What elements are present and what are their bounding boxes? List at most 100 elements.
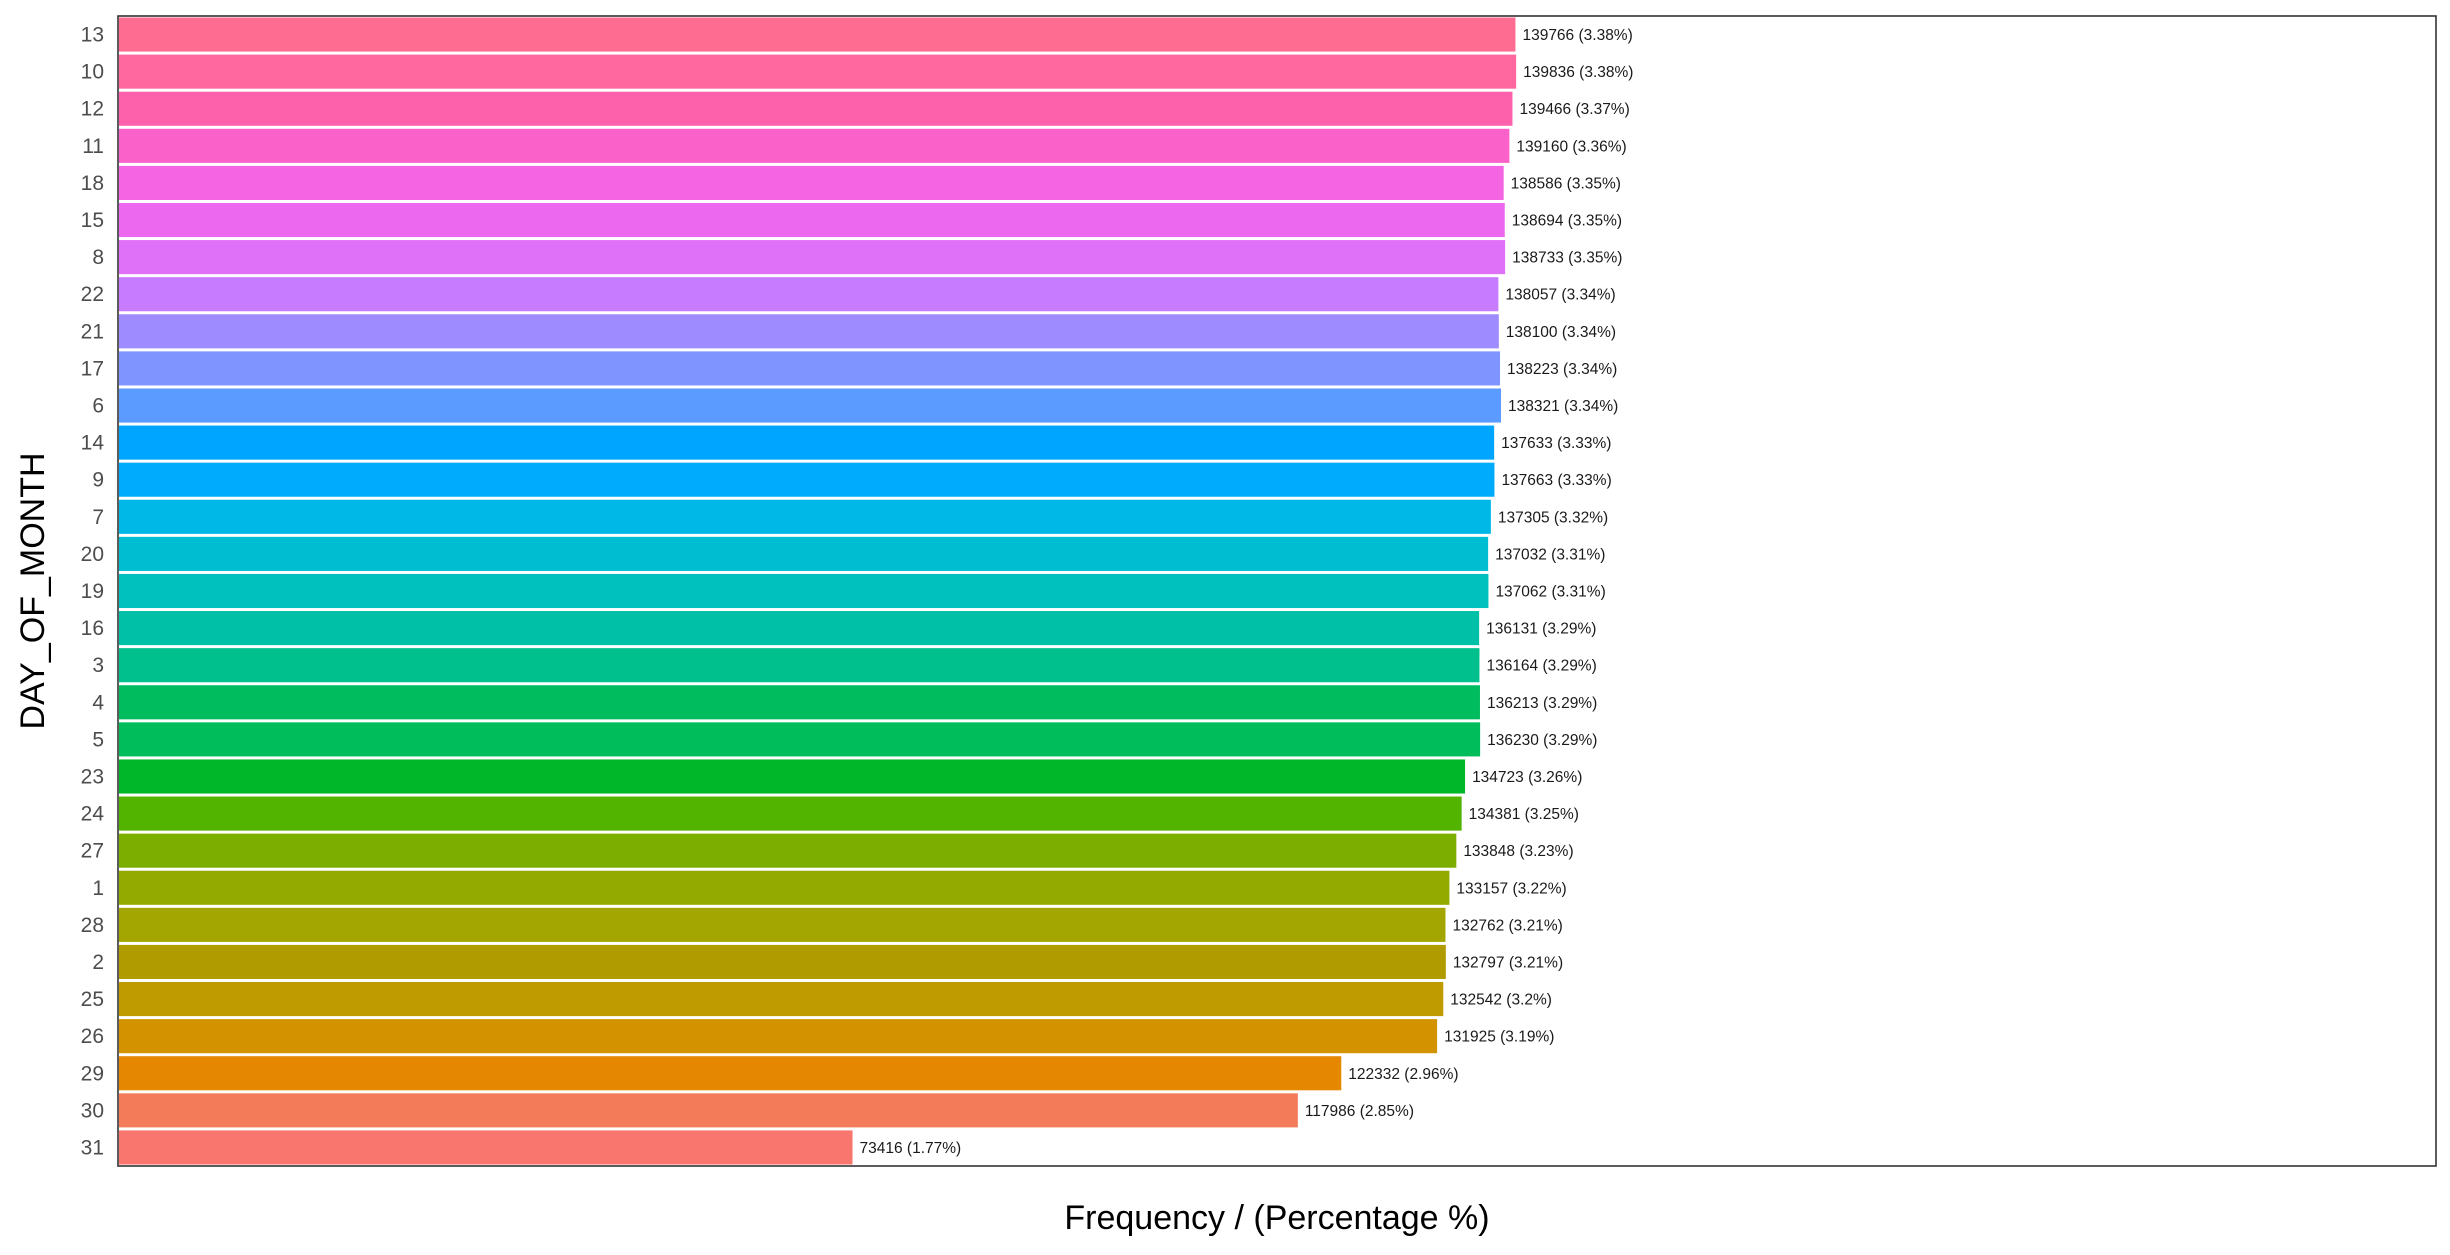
y-tick-label: 4: [92, 691, 104, 714]
y-tick-label: 1: [92, 877, 104, 900]
bar-day-20: [119, 536, 1489, 571]
y-axis-title: DAY_OF_MONTH: [14, 452, 52, 729]
data-label: 136164 (3.29%): [1486, 658, 1596, 675]
y-tick-label: 24: [81, 803, 105, 826]
bar-day-21: [119, 314, 1499, 349]
bar-day-2: [119, 944, 1446, 980]
y-tick-label: 31: [81, 1136, 104, 1159]
bar-day-8: [119, 240, 1506, 275]
bar-day-14: [119, 425, 1495, 460]
data-label: 138733 (3.35%): [1512, 250, 1622, 267]
data-labels: 139766 (3.38%) 139836 (3.38%) 139466 (3.37…: [860, 27, 1634, 1157]
y-tick-label: 5: [92, 728, 104, 751]
data-label: 138100 (3.34%): [1506, 324, 1616, 341]
bar-day-28: [119, 907, 1446, 942]
y-tick-label: 15: [81, 209, 104, 232]
data-label: 138586 (3.35%): [1511, 175, 1621, 192]
bar-day-3: [119, 648, 1480, 683]
data-label: 138057 (3.34%): [1505, 287, 1615, 304]
bar-day-12: [119, 91, 1513, 126]
data-label: 134723 (3.26%): [1472, 769, 1582, 786]
y-tick-label: 12: [81, 98, 104, 121]
bar-day-13: [119, 17, 1516, 52]
bar-day-9: [119, 462, 1495, 497]
bar-day-31: [119, 1130, 853, 1165]
data-label: 139160 (3.36%): [1516, 138, 1626, 155]
y-tick-label: 17: [81, 357, 104, 380]
y-tick-label: 16: [81, 617, 104, 640]
bar-day-4: [119, 685, 1480, 720]
y-tick-labels: 1310121118158222117614972019163452324271…: [81, 24, 105, 1160]
data-label: 134381 (3.25%): [1469, 806, 1579, 823]
y-tick-label: 25: [81, 988, 104, 1011]
data-label: 139766 (3.38%): [1522, 27, 1632, 44]
bar-day-16: [119, 611, 1480, 646]
data-label: 138694 (3.35%): [1512, 213, 1622, 230]
data-label: 137062 (3.31%): [1495, 584, 1605, 601]
data-label: 138223 (3.34%): [1507, 361, 1617, 378]
bar-day-24: [119, 796, 1462, 831]
data-label: 132797 (3.21%): [1453, 954, 1563, 971]
y-tick-label: 8: [92, 246, 104, 269]
data-label: 131925 (3.19%): [1444, 1029, 1554, 1046]
data-label: 137633 (3.33%): [1501, 435, 1611, 452]
y-tick-label: 22: [81, 283, 104, 306]
y-tick-label: 9: [92, 469, 104, 492]
y-tick-label: 30: [81, 1099, 104, 1122]
bar-day-30: [119, 1093, 1298, 1128]
data-label: 136230 (3.29%): [1487, 732, 1597, 749]
bar-day-6: [119, 388, 1502, 423]
data-label: 139836 (3.38%): [1523, 64, 1633, 81]
y-tick-label: 28: [81, 914, 104, 937]
data-label: 133157 (3.22%): [1456, 880, 1566, 897]
bar-day-19: [119, 573, 1489, 609]
bar-day-22: [119, 277, 1499, 312]
bar-day-15: [119, 202, 1505, 238]
bar-day-5: [119, 722, 1481, 757]
y-tick-label: 26: [81, 1025, 104, 1048]
y-tick-label: 29: [81, 1062, 104, 1085]
bar-day-11: [119, 128, 1510, 163]
y-tick-label: 20: [81, 543, 104, 566]
y-tick-label: 14: [81, 432, 105, 455]
bar-day-1: [119, 870, 1450, 905]
y-tick-label: 10: [81, 61, 104, 84]
y-tick-label: 27: [81, 840, 104, 863]
data-label: 132542 (3.2%): [1450, 992, 1552, 1009]
y-tick-label: 21: [81, 320, 104, 343]
plot-border: [117, 15, 2437, 1167]
bar-day-26: [119, 1019, 1438, 1054]
data-label: 73416 (1.77%): [860, 1140, 962, 1157]
data-label: 136131 (3.29%): [1486, 621, 1596, 638]
bar-day-27: [119, 833, 1457, 868]
y-tick-label: 2: [92, 951, 104, 974]
x-axis-title: Frequency / (Percentage %): [1064, 1199, 1489, 1237]
data-label: 133848 (3.23%): [1463, 843, 1573, 860]
bar-day-17: [119, 351, 1501, 386]
bars-layer: [119, 17, 1517, 1165]
y-tick-label: 13: [81, 24, 104, 47]
data-label: 117986 (2.85%): [1305, 1103, 1414, 1120]
bar-day-25: [119, 982, 1444, 1017]
y-tick-label: 7: [92, 506, 104, 529]
data-label: 137663 (3.33%): [1501, 472, 1611, 489]
data-label: 137305 (3.32%): [1498, 509, 1608, 526]
y-tick-label: 18: [81, 172, 104, 195]
bar-day-29: [119, 1056, 1342, 1091]
bar-day-7: [119, 499, 1491, 534]
data-label: 136213 (3.29%): [1487, 695, 1597, 712]
y-tick-label: 3: [92, 654, 104, 677]
data-label: 137032 (3.31%): [1495, 546, 1605, 563]
bar-day-10: [119, 54, 1517, 89]
bar-day-23: [119, 759, 1466, 794]
data-label: 132762 (3.21%): [1452, 917, 1562, 934]
y-tick-label: 19: [81, 580, 104, 603]
y-tick-label: 23: [81, 765, 104, 788]
data-label: 139466 (3.37%): [1519, 101, 1629, 118]
y-tick-label: 6: [92, 395, 104, 418]
data-label: 122332 (2.96%): [1348, 1066, 1458, 1083]
bar-day-18: [119, 165, 1504, 200]
data-label: 138321 (3.34%): [1508, 398, 1618, 415]
